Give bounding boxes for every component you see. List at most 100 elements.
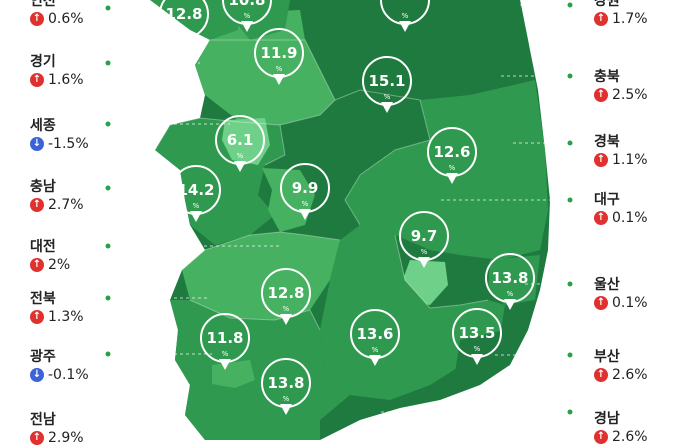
region-incheon <box>150 0 240 40</box>
arrow-down-icon: ↓ <box>30 368 44 382</box>
bubble-value: 12.8 <box>267 284 304 302</box>
change-value: ↑ 1.3% <box>30 308 84 326</box>
bubble-pointer <box>280 314 292 325</box>
arrow-up-icon: ↑ <box>594 430 608 444</box>
label-busan: 부산 ↑ 2.6% <box>594 348 648 384</box>
leader-dot <box>105 185 111 191</box>
bubble-value: 15.1 <box>368 72 405 90</box>
bubble-seoul: 10.8% <box>222 0 272 32</box>
bubble-pointer <box>418 257 430 268</box>
arrow-up-icon: ↑ <box>594 211 608 225</box>
bubble-value: 10.8 <box>228 0 265 9</box>
bubble-chungnam: 14.2% <box>171 165 221 222</box>
bubble-pointer <box>381 102 393 113</box>
bubble-unit: % <box>222 350 229 358</box>
region-name: 경북 <box>594 134 620 150</box>
region-gyeongbuk <box>345 80 548 260</box>
bubble-unit: % <box>372 346 379 354</box>
bubble-pointer <box>446 173 458 184</box>
change-value: ↑ 2.7% <box>30 196 84 214</box>
leader-dot <box>105 121 111 127</box>
label-jeonnam: 전남 ↑ 2.9% <box>30 411 84 447</box>
arrow-up-icon: ↑ <box>30 12 44 26</box>
bubble-gyeonggi: 11.9% <box>254 28 304 85</box>
arrow-up-icon: ↑ <box>30 258 44 272</box>
leader-dot <box>567 352 573 358</box>
bubble-gyeongbuk: 12.6% <box>427 127 477 184</box>
bubble-pointer <box>399 21 411 32</box>
leader-dot <box>105 60 111 66</box>
bubble-value: 11.8 <box>206 329 243 347</box>
bubble-unit: % <box>193 202 200 210</box>
bubble-pointer <box>190 211 202 222</box>
bubble-value: 13.5 <box>458 324 495 342</box>
arrow-down-icon: ↓ <box>30 137 44 151</box>
bubble-unit: % <box>276 65 283 73</box>
bubble-pointer <box>280 404 292 415</box>
bubble-pointer <box>504 299 516 310</box>
region-name: 울산 <box>594 277 620 293</box>
region-name: 경기 <box>30 54 56 70</box>
bubble-unit: % <box>449 164 456 172</box>
bubble-unit: % <box>507 290 514 298</box>
bubble-pointer <box>369 355 381 366</box>
bubble-value: 12.6 <box>433 143 470 161</box>
bubble-gyeongnam: 13.6% <box>350 309 400 366</box>
label-gwangju: 광주 ↓ -0.1% <box>30 348 89 384</box>
bubble-jeonbuk: 12.8% <box>261 268 311 325</box>
leader-dot <box>567 140 573 146</box>
region-ulsan <box>488 255 540 305</box>
change-value: ↑ 1.7% <box>594 10 648 28</box>
bubble-value: 13.8 <box>491 269 528 287</box>
leader-dot <box>567 2 573 8</box>
change-value: ↑ 2.6% <box>594 428 648 446</box>
bubble-gangwon: % <box>380 0 430 32</box>
arrow-up-icon: ↑ <box>594 88 608 102</box>
bubble-busan: 13.5% <box>452 308 502 365</box>
bubble-ulsan: 13.8% <box>485 253 535 310</box>
arrow-up-icon: ↑ <box>594 296 608 310</box>
bubble-unit: % <box>384 93 391 101</box>
bubble-pointer <box>219 359 231 370</box>
region-name: 대구 <box>594 192 620 208</box>
region-jeonbuk <box>182 232 340 320</box>
label-sejong: 세종 ↓ -1.5% <box>30 117 89 153</box>
bubble-unit: % <box>474 345 481 353</box>
bubble-unit: % <box>402 12 409 20</box>
region-chungbuk <box>280 90 430 200</box>
change-value: ↑ 1.6% <box>30 71 84 89</box>
bubble-unit: % <box>181 26 188 34</box>
bubble-daegu: 9.7% <box>399 211 449 268</box>
bubble-pointer <box>178 35 190 46</box>
label-chungnam: 충남 ↑ 2.7% <box>30 178 84 214</box>
arrow-up-icon: ↑ <box>594 368 608 382</box>
change-value: ↑ 2.9% <box>30 429 84 447</box>
label-daegu: 대구 ↑ 0.1% <box>594 191 648 227</box>
bubble-value: 6.1 <box>227 131 254 149</box>
bubble-value: 12.8 <box>165 5 202 23</box>
label-daejeon: 대전 ↑ 2% <box>30 238 70 274</box>
change-value: ↑ 0.1% <box>594 209 648 227</box>
change-value: ↓ -0.1% <box>30 366 89 384</box>
label-gyeongnam: 경남 ↑ 2.6% <box>594 410 648 446</box>
bubble-pointer <box>273 74 285 85</box>
leader-dot <box>567 281 573 287</box>
bubble-unit: % <box>283 395 290 403</box>
region-name: 대전 <box>30 239 56 255</box>
bubble-daejeon: 9.9% <box>280 163 330 220</box>
bubble-value: 9.7 <box>411 227 438 245</box>
label-gyeongbuk: 경북 ↑ 1.1% <box>594 133 648 169</box>
arrow-up-icon: ↑ <box>30 73 44 87</box>
region-jeonnam <box>170 300 350 440</box>
label-chungbuk: 충북 ↑ 2.5% <box>594 68 648 104</box>
change-value: ↓ -1.5% <box>30 135 89 153</box>
region-gangwon <box>300 0 535 100</box>
region-name: 전남 <box>30 412 56 428</box>
bubble-pointer <box>241 21 253 32</box>
bubble-value: 9.9 <box>292 179 319 197</box>
label-incheon: 인천 ↑ 0.6% <box>30 0 84 28</box>
region-name: 전북 <box>30 291 56 307</box>
region-gwangju <box>212 360 255 388</box>
bubble-pointer <box>234 161 246 172</box>
